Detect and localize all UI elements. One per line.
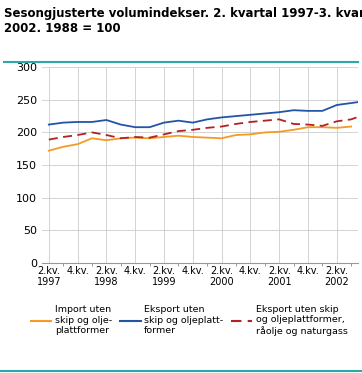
Text: Sesongjusterte volumindekser. 2. kvartal 1997-3. kvartal
2002. 1988 = 100: Sesongjusterte volumindekser. 2. kvartal… (4, 7, 362, 35)
Legend: Import uten
skip og olje-
plattformer, Eksport uten
skip og oljeplatt-
former, E: Import uten skip og olje- plattformer, E… (30, 305, 348, 336)
